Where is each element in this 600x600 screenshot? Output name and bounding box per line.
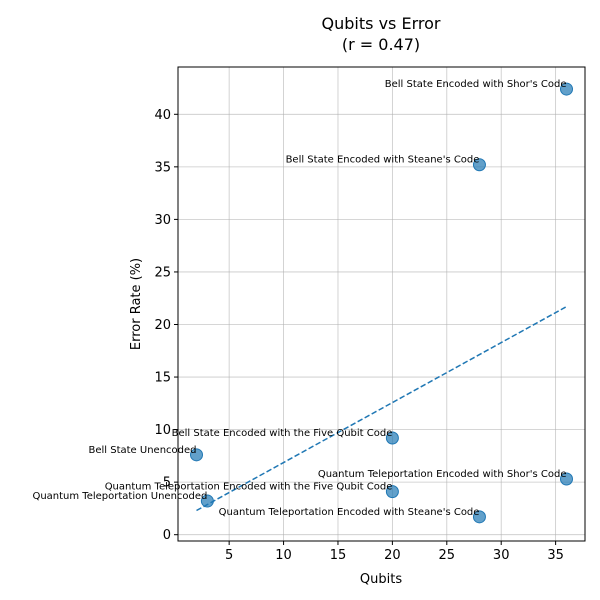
y-axis-ticks: 0 5 10 15 20 25 30 35 40 — [154, 108, 178, 543]
point-labels: Bell State Unencoded Quantum Teleportatio… — [32, 79, 566, 518]
y-tick-label: 5 — [163, 476, 171, 491]
x-tick-label: 15 — [330, 548, 347, 563]
point-label: Quantum Teleportation Encoded with Stean… — [219, 507, 480, 518]
y-tick-label: 0 — [163, 528, 171, 543]
y-tick-label: 20 — [154, 318, 171, 333]
trendline-group — [196, 305, 567, 512]
x-axis-label: Qubits — [360, 572, 402, 587]
plot-frame — [177, 66, 586, 542]
x-tick-label: 10 — [275, 548, 292, 563]
y-tick-label: 15 — [154, 371, 171, 386]
x-tick-label: 20 — [384, 548, 401, 563]
data-point — [472, 510, 486, 524]
x-tick-label: 25 — [439, 548, 456, 563]
y-tick-label: 30 — [154, 213, 171, 228]
point-label: Bell State Encoded with Steane's Code — [286, 155, 480, 166]
y-tick-label: 40 — [154, 108, 171, 123]
data-point — [385, 485, 399, 499]
x-tick-label: 5 — [225, 548, 233, 563]
data-point — [200, 494, 214, 508]
x-tick-label: 30 — [493, 548, 510, 563]
point-label: Quantum Teleportation Unencoded — [32, 491, 207, 502]
trendline — [196, 305, 567, 512]
data-point — [190, 448, 203, 462]
data-point — [385, 431, 399, 445]
y-tick-label: 35 — [154, 160, 171, 175]
y-tick-label: 25 — [154, 265, 171, 280]
point-label: Bell State Encoded with Shor's Code — [385, 79, 567, 90]
data-point — [560, 472, 573, 486]
y-tick-label: 10 — [154, 423, 171, 438]
x-axis-ticks: 5 10 15 20 25 30 35 — [225, 541, 564, 563]
chart-title: Qubits vs Error — [322, 14, 441, 33]
point-label: Quantum Teleportation Encoded with Shor'… — [318, 469, 567, 480]
point-label: Quantum Teleportation Encoded with the F… — [105, 482, 393, 493]
chart-subtitle: (r = 0.47) — [342, 35, 420, 54]
data-points — [190, 82, 573, 524]
point-label: Bell State Unencoded — [88, 445, 196, 456]
y-axis-label: Error Rate (%) — [129, 258, 144, 350]
grid-lines — [178, 67, 585, 541]
data-point — [560, 82, 573, 96]
point-label: Bell State Encoded with the Five Qubit C… — [172, 428, 393, 439]
x-tick-label: 35 — [547, 548, 564, 563]
data-point — [472, 158, 486, 172]
